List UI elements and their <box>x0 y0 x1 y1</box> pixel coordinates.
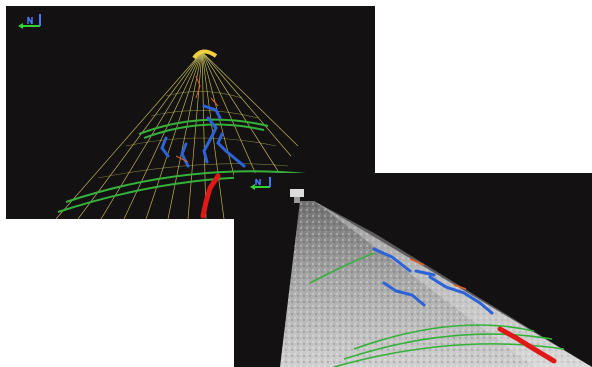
tunnel-apex <box>192 49 218 60</box>
blue-crack-lines <box>160 104 246 168</box>
point-cloud-speckle <box>280 201 592 367</box>
wireframe-view-panel <box>6 6 375 219</box>
wireframe-tunnel-render <box>18 14 312 219</box>
red-crack-line <box>497 326 557 364</box>
point-cloud-tunnel-render <box>250 177 592 367</box>
red-crack-line <box>200 173 221 219</box>
orange-crack-lines <box>409 258 467 290</box>
scanner-icon <box>290 189 304 203</box>
point-cloud-view-panel <box>234 173 592 367</box>
orange-crack-lines <box>175 75 219 163</box>
blue-crack-lines <box>372 247 494 315</box>
green-band-markers <box>309 252 565 367</box>
wireframe-rings <box>97 91 289 179</box>
axis-triad-icon <box>18 14 41 29</box>
point-cloud-highlight <box>314 201 592 367</box>
axis-triad-icon <box>250 177 271 190</box>
